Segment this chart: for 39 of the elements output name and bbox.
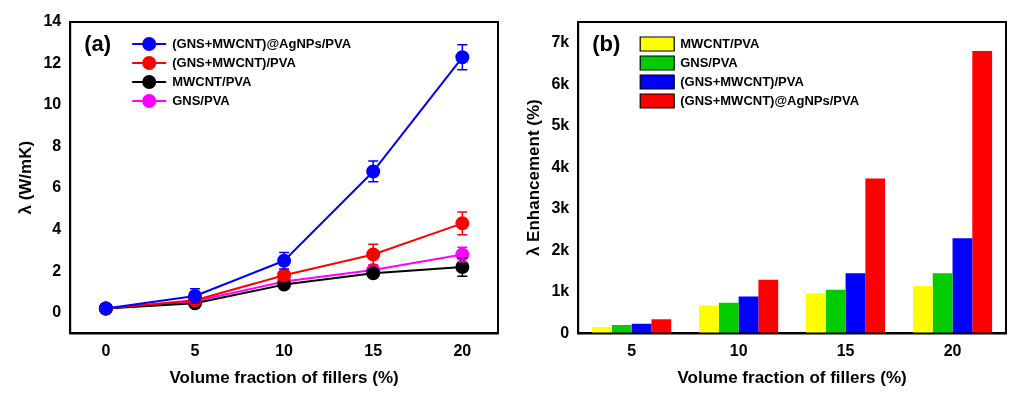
y-tick-label: 6 <box>52 178 62 196</box>
y-tick-label: 10 <box>43 95 62 113</box>
y-tick-label: 14 <box>43 12 62 30</box>
y-tick-label: 1k <box>551 282 570 300</box>
legend-label: (GNS+MWCNT)/PVA <box>680 73 805 89</box>
y-tick-label: 2 <box>52 261 62 279</box>
legend-label: (GNS+MWCNT)@AgNPs/PVA <box>172 35 352 51</box>
x-tick-label: 5 <box>190 342 200 360</box>
y-tick-label: 6k <box>551 74 570 92</box>
x-tick-label: 0 <box>101 342 111 360</box>
y-tick-label: 8 <box>52 136 62 154</box>
y-tick-label: 4 <box>52 220 62 238</box>
y-tick-label: 12 <box>43 53 62 71</box>
legend-label: MWCNT/PVA <box>172 73 252 89</box>
x-tick-label: 20 <box>943 342 962 360</box>
y-axis-title: λ Enhancement (%) <box>523 99 543 257</box>
x-axis-title: Volume fraction of fillers (%) <box>169 368 399 388</box>
legend-label: (GNS+MWCNT)@AgNPs/PVA <box>680 92 860 108</box>
legend-label: MWCNT/PVA <box>680 35 760 51</box>
annotation: (b) <box>592 31 621 57</box>
x-tick-label: 20 <box>453 342 472 360</box>
y-tick-label: 3k <box>551 199 570 217</box>
x-tick-label: 10 <box>275 342 294 360</box>
y-tick-label: 7k <box>551 33 570 51</box>
x-axis-title: Volume fraction of fillers (%) <box>677 368 907 388</box>
y-tick-label: 2k <box>551 240 570 258</box>
annotation: (a) <box>84 31 112 57</box>
y-tick-label: 5k <box>551 116 570 134</box>
y-tick-label: 0 <box>560 323 570 341</box>
x-tick-label: 5 <box>627 342 637 360</box>
x-tick-label: 10 <box>729 342 748 360</box>
x-tick-label: 15 <box>836 342 855 360</box>
legend-label: GNS/PVA <box>172 92 231 108</box>
legend-label: GNS/PVA <box>680 54 739 70</box>
y-tick-label: 4k <box>551 157 570 175</box>
y-axis-title: λ (W/mK) <box>15 140 35 215</box>
y-tick-label: 0 <box>52 303 62 321</box>
legend-label: (GNS+MWCNT)/PVA <box>172 54 297 70</box>
x-tick-label: 15 <box>364 342 383 360</box>
